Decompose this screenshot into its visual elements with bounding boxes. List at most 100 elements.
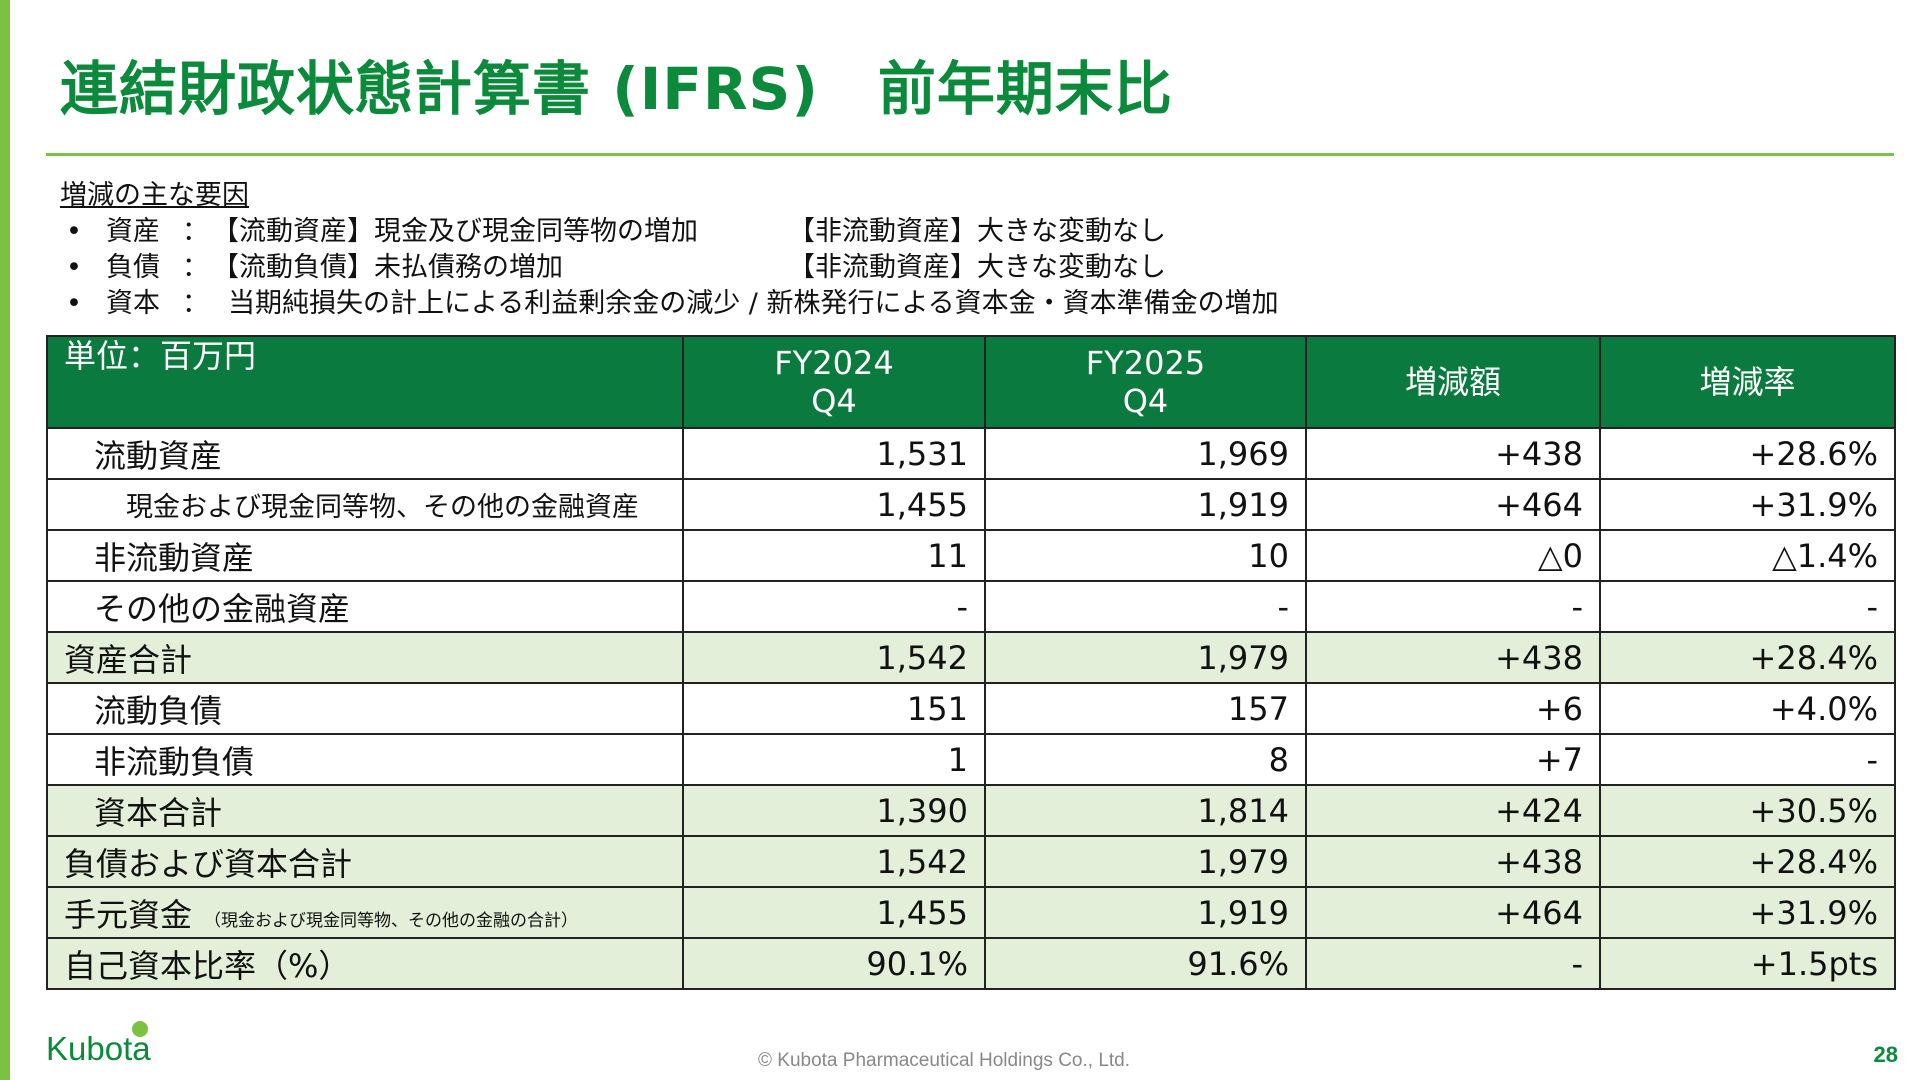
unit-header: 単位：百万円 [46,335,684,429]
fy2025-value: 91.6% [984,937,1307,990]
table-row: その他の金融資産 - - - - [46,580,1896,633]
note-text-noncurrent: 【非流動資産】大きな変動なし [788,216,1166,247]
table-row-total: 資本合計 1,390 1,814 +424 +30.5% [46,784,1896,837]
rate-value: - [1599,733,1896,786]
change-value: +6 [1305,682,1601,735]
row-label-cash: 手元資金 （現金および現金同等物、その他の金融の合計） [46,886,684,939]
table-row-total: 手元資金 （現金および現金同等物、その他の金融の合計） 1,455 1,919 +… [46,886,1896,939]
fy2024-value: 11 [682,529,986,582]
fy2024-value: 1,455 [682,886,986,939]
row-label: 非流動負債 [46,733,684,786]
bullet-icon: • [66,216,82,247]
row-label: 資本合計 [46,784,684,837]
change-factors-heading: 増減の主な要因 [60,180,249,211]
fy2025-header: FY2025 Q4 [984,335,1307,429]
fy2025-value: 1,979 [984,835,1307,888]
fy2024-value: 1 [682,733,986,786]
table-row: 現金および現金同等物、その他の金融資産 1,455 1,919 +464 +31… [46,478,1896,531]
change-value: +7 [1305,733,1601,786]
note-text-current: 【流動負債】未払債務の増加 [212,252,563,283]
table-row: 流動負債 151 157 +6 +4.0% [46,682,1896,735]
row-label: 資産合計 [46,631,684,684]
table-row-total: 負債および資本合計 1,542 1,979 +438 +28.4% [46,835,1896,888]
row-label: 現金および現金同等物、その他の金融資産 [46,478,684,531]
fy2025-value: - [984,580,1307,633]
rate-value: +30.5% [1599,784,1896,837]
change-header: 増減額 [1305,335,1601,429]
change-value: +438 [1305,835,1601,888]
rate-value: +31.9% [1599,478,1896,531]
fy2025-value: 1,969 [984,427,1307,480]
rate-value: - [1599,580,1896,633]
kubota-logo: Kubota [46,1016,154,1076]
row-label: その他の金融資産 [46,580,684,633]
table-row: 非流動資産 11 10 △0 △1.4% [46,529,1896,582]
fy2024-header-quarter: Q4 [811,382,857,420]
rate-value: +1.5pts [1599,937,1896,990]
fy2025-header-quarter: Q4 [1122,382,1169,420]
fy2024-value: 1,455 [682,478,986,531]
note-label: 資本 [106,288,160,319]
note-label: 資産 [106,216,160,247]
table-row: 非流動負債 1 8 +7 - [46,733,1896,786]
fy2025-value: 8 [984,733,1307,786]
change-factors: 増減の主な要因 • 資産 ： 【流動資産】現金及び現金同等物の増加 【非流動資産… [60,178,1279,322]
change-value: +424 [1305,784,1601,837]
fy2025-value: 10 [984,529,1307,582]
fy2025-value: 1,919 [984,886,1307,939]
copyright-text: © Kubota Pharmaceutical Holdings Co., Lt… [758,1050,1131,1071]
fy2024-value: - [682,580,986,633]
row-label: 自己資本比率（%） [46,937,684,990]
fy2025-value: 1,919 [984,478,1307,531]
note-equity: • 資本 ： 当期純損失の計上による利益剰余金の減少 / 新株発行による資本金・… [60,286,1279,322]
row-label: 非流動資産 [46,529,684,582]
fy2024-value: 1,531 [682,427,986,480]
fy2024-value: 1,390 [682,784,986,837]
change-value: △0 [1305,529,1601,582]
fy2024-value: 1,542 [682,631,986,684]
row-label-note: （現金および現金同等物、その他の金融の合計） [204,910,579,931]
fy2024-header: FY2024 Q4 [682,335,986,429]
page-number: 28 [1873,1042,1898,1067]
balance-sheet-table: 単位：百万円 FY2024 Q4 FY2025 Q4 増減額 増減率 流動資産 … [46,335,1896,990]
fy2024-header-year: FY2024 [774,344,894,382]
table-header-row: 単位：百万円 FY2024 Q4 FY2025 Q4 増減額 増減率 [46,335,1896,429]
rate-value: +28.6% [1599,427,1896,480]
fy2025-header-year: FY2025 [1085,344,1206,382]
note-liabilities: • 負債 ： 【流動負債】未払債務の増加 【非流動資産】大きな変動なし [60,250,1166,286]
note-colon: ： [182,216,209,247]
note-colon: ： [182,288,209,319]
table-row-total: 自己資本比率（%） 90.1% 91.6% - +1.5pts [46,937,1896,990]
logo-dot-icon [132,1021,148,1037]
rate-value: +28.4% [1599,631,1896,684]
fy2024-value: 1,542 [682,835,986,888]
table-row-total: 資産合計 1,542 1,979 +438 +28.4% [46,631,1896,684]
change-value: +438 [1305,631,1601,684]
title-divider [46,153,1894,156]
change-value: - [1305,580,1601,633]
left-accent-bar [0,0,10,1080]
fy2025-value: 157 [984,682,1307,735]
rate-value: +28.4% [1599,835,1896,888]
table-row: 流動資産 1,531 1,969 +438 +28.6% [46,427,1896,480]
page-title: 連結財政状態計算書 (IFRS) 前年期末比 [60,55,1173,123]
row-label: 負債および資本合計 [46,835,684,888]
bullet-icon: • [66,252,82,283]
fy2024-value: 90.1% [682,937,986,990]
note-text-noncurrent: 【非流動資産】大きな変動なし [788,252,1166,283]
row-label: 流動資産 [46,427,684,480]
note-colon: ： [182,252,209,283]
fy2025-value: 1,814 [984,784,1307,837]
note-text: 当期純損失の計上による利益剰余金の減少 / 新株発行による資本金・資本準備金の増… [228,288,1279,319]
logo-text: Kubota [46,1030,151,1067]
row-label: 手元資金 [64,895,193,934]
note-text-current: 【流動資産】現金及び現金同等物の増加 [212,216,698,247]
bullet-icon: • [66,288,82,319]
change-value: +464 [1305,886,1601,939]
change-value: +464 [1305,478,1601,531]
change-value: +438 [1305,427,1601,480]
fy2025-value: 1,979 [984,631,1307,684]
rate-value: +4.0% [1599,682,1896,735]
rate-value: △1.4% [1599,529,1896,582]
note-assets: • 資産 ： 【流動資産】現金及び現金同等物の増加 【非流動資産】大きな変動なし [60,214,1166,250]
